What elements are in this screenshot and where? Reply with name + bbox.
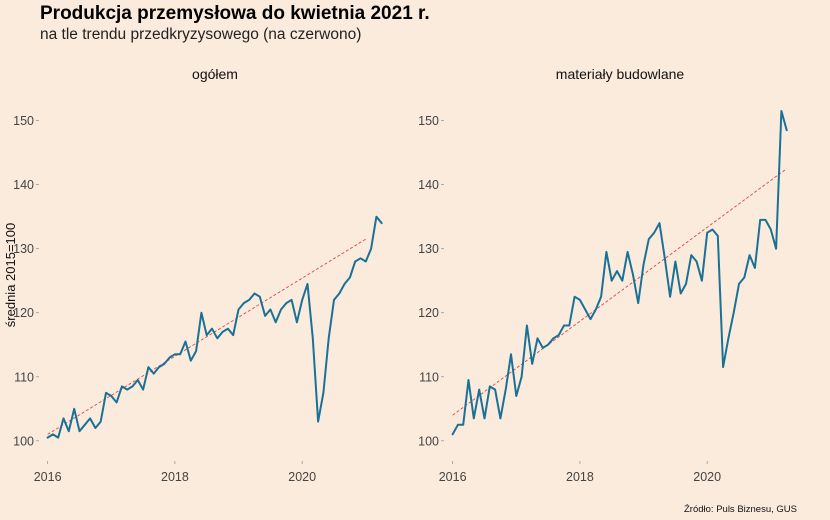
y-tick-label: 150 bbox=[418, 114, 439, 128]
y-tick-label: 110 bbox=[14, 370, 34, 384]
y-tick-label: 140 bbox=[418, 178, 439, 192]
panel-2: materiały budowlane 100 110 120 130 140 150 201… bbox=[418, 66, 788, 484]
series-line bbox=[46, 215, 383, 439]
x-tick-label: 2016 bbox=[34, 470, 62, 484]
y-tick-label: 150 bbox=[13, 114, 34, 128]
y-tick-label: 130 bbox=[418, 242, 439, 256]
x-tick-label: 2020 bbox=[693, 470, 721, 484]
chart-title: Produkcja przemysłowa do kwietnia 2021 r… bbox=[40, 3, 430, 24]
y-axis-label: średnia 2015=100 bbox=[3, 223, 18, 327]
y-tick-label: 100 bbox=[13, 434, 34, 448]
series-line bbox=[451, 110, 788, 436]
x-tick-label: 2016 bbox=[439, 470, 467, 484]
x-tick-label: 2018 bbox=[566, 470, 594, 484]
y-tick-label: 140 bbox=[13, 178, 34, 192]
y-tick-label: 120 bbox=[418, 306, 439, 320]
caption: Źródło: Puls Biznesu, GUS bbox=[684, 504, 797, 515]
trend-line bbox=[47, 238, 367, 435]
panel-title: materiały budowlane bbox=[556, 66, 685, 82]
y-tick-label: 130 bbox=[13, 242, 34, 256]
x-tick-label: 2018 bbox=[161, 470, 189, 484]
y-tick-label: 120 bbox=[13, 306, 34, 320]
panel-1: ogółem 100 110 120 130 140 150 2016 2018 2020 bbox=[13, 66, 383, 484]
panel-title: ogółem bbox=[192, 66, 238, 82]
y-tick-label: 110 bbox=[419, 370, 439, 384]
trend-line bbox=[452, 168, 787, 416]
chart-subtitle: na tle trendu przedkryzysowego (na czerw… bbox=[40, 26, 361, 43]
x-tick-label: 2020 bbox=[288, 470, 316, 484]
y-tick-label: 100 bbox=[418, 434, 439, 448]
